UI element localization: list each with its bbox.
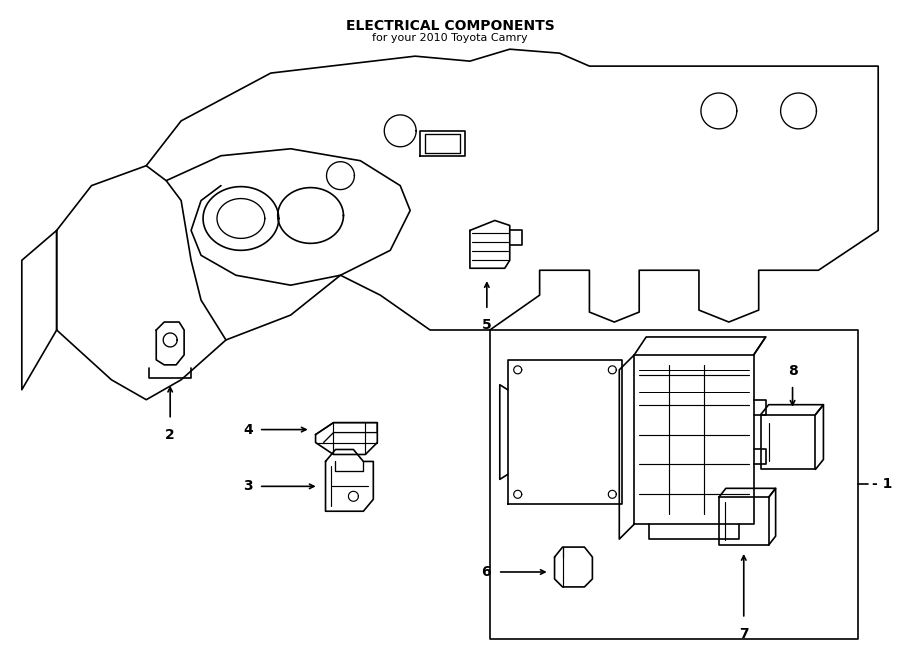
- Text: for your 2010 Toyota Camry: for your 2010 Toyota Camry: [373, 33, 527, 43]
- Text: 4: 4: [243, 422, 253, 436]
- Text: ELECTRICAL COMPONENTS: ELECTRICAL COMPONENTS: [346, 19, 554, 33]
- Text: 8: 8: [788, 364, 797, 378]
- Text: 3: 3: [243, 479, 253, 493]
- Text: 6: 6: [482, 565, 490, 579]
- Text: - 1: - 1: [872, 477, 893, 491]
- Text: 7: 7: [739, 627, 749, 641]
- Text: 2: 2: [166, 428, 176, 442]
- Text: 5: 5: [482, 318, 491, 332]
